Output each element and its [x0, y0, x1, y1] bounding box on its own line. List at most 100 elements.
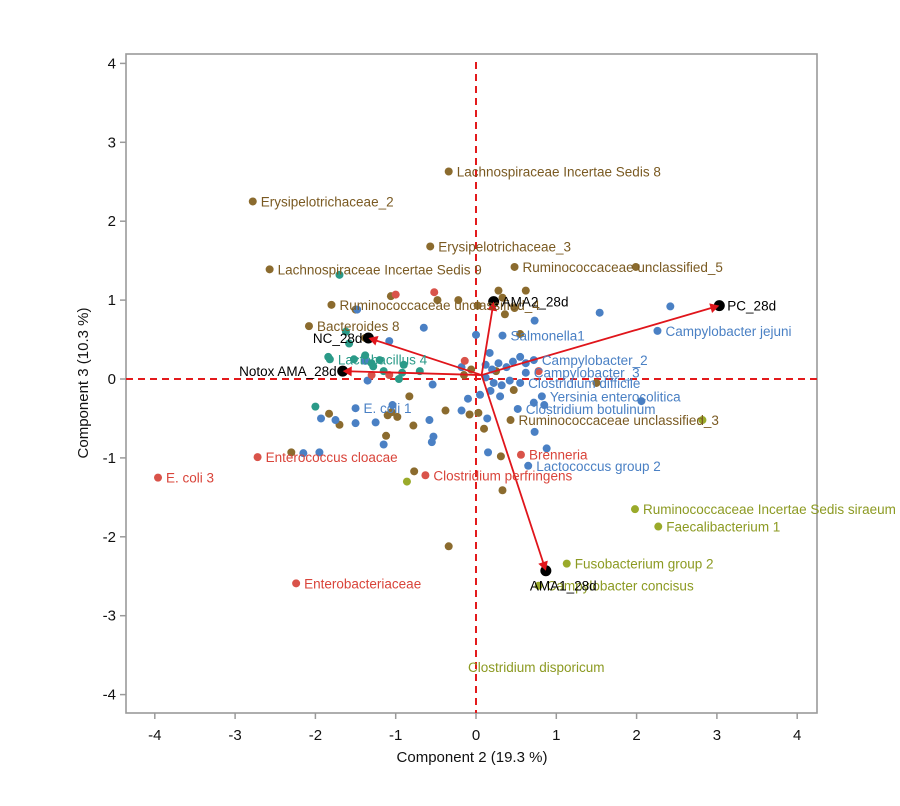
data-point: [419, 323, 428, 332]
data-point: [382, 431, 391, 440]
labeled-point: [653, 326, 662, 335]
data-point: [485, 348, 494, 357]
data-point: [500, 310, 509, 319]
y-tick-label: 3: [108, 134, 116, 151]
labeled-point: [292, 579, 301, 588]
data-point: [287, 448, 296, 457]
labeled-point: [248, 197, 257, 206]
point-label: Brenneria: [529, 448, 588, 463]
labeled-point: [444, 167, 453, 176]
y-tick-label: 4: [108, 55, 116, 72]
data-point: [393, 412, 402, 421]
data-point: [399, 360, 408, 369]
point-label: Ruminococcaceae unclassified_4: [339, 298, 540, 313]
data-point: [472, 330, 480, 339]
data-point: [428, 380, 437, 389]
data-point: [410, 467, 419, 476]
vector-arrow: [481, 304, 720, 376]
vector-label: NC_28d: [313, 331, 363, 346]
point-label: Campylobacter_3: [534, 366, 640, 381]
data-point: [496, 452, 505, 461]
data-point: [433, 296, 442, 305]
labeled-point: [421, 471, 430, 480]
labeled-point: [265, 265, 274, 274]
data-point: [496, 392, 505, 401]
x-axis: -4 -3 -2 -1 0 1 2 3 4: [148, 713, 801, 744]
data-point: [379, 440, 388, 449]
biplot-vectors: [337, 296, 725, 577]
x-tick-label: -3: [228, 727, 241, 744]
point-label: Erysipelotrichaceae_2: [261, 194, 394, 209]
y-tick-label: 0: [108, 371, 116, 388]
labeled-point: [510, 262, 519, 271]
reference-lines: [126, 62, 817, 713]
y-axis-title: Component 3 (10.3 %): [75, 308, 92, 459]
labeled-point: [304, 322, 313, 331]
point-label: Fusobacterium group 2: [575, 557, 714, 572]
data-point: [375, 356, 384, 365]
data-point: [498, 486, 507, 495]
data-point: [486, 386, 495, 395]
data-point: [540, 401, 549, 410]
x-tick-label: 3: [713, 727, 721, 744]
point-label: Campylobacter concisus: [547, 579, 694, 594]
point-label: Lactobacillus 4: [338, 352, 428, 367]
data-point: [405, 392, 414, 401]
vector-arrowhead: [487, 301, 498, 312]
data-point: [497, 381, 506, 390]
data-point: [530, 316, 539, 325]
x-tick-label: -4: [148, 727, 161, 744]
x-tick-label: 4: [793, 727, 801, 744]
data-point: [341, 327, 350, 336]
data-point: [409, 421, 418, 430]
labeled-point: [327, 300, 336, 309]
point-label: Ruminococcaceae unclassified_3: [519, 413, 719, 428]
x-tick-label: 2: [632, 727, 640, 744]
data-point: [521, 286, 530, 295]
data-point: [516, 330, 525, 339]
point-label: E. coli 3: [166, 471, 214, 486]
data-point: [353, 305, 362, 314]
labeled-point: [521, 368, 530, 377]
labeled-point: [513, 404, 522, 413]
x-axis-title: Component 2 (19.3 %): [397, 749, 548, 766]
x-tick-label: -2: [309, 727, 322, 744]
data-point: [454, 296, 463, 305]
data-point: [476, 390, 485, 399]
scatter-points: [154, 167, 707, 590]
data-point: [371, 418, 380, 427]
labeled-point: [426, 242, 435, 251]
data-point: [483, 414, 492, 423]
data-point: [463, 394, 472, 403]
point-label: Clostridium botulinum: [526, 402, 656, 417]
data-point: [460, 356, 469, 365]
vector-arrowhead: [538, 560, 548, 571]
x-tick-label: 0: [472, 727, 480, 744]
vector-arrowhead: [368, 336, 379, 346]
data-point: [394, 375, 403, 383]
labeled-point: [562, 559, 571, 568]
data-point: [698, 416, 707, 425]
y-tick-label: 1: [108, 292, 116, 309]
data-point: [494, 359, 503, 368]
y-tick-label: -2: [103, 529, 116, 546]
data-point: [465, 410, 474, 419]
vector-arrow: [342, 370, 482, 376]
labeled-point: [630, 505, 639, 514]
y-tick-label: 2: [108, 213, 116, 230]
y-tick-label: -1: [103, 450, 116, 467]
y-tick-label: -4: [103, 687, 116, 704]
point-label: Ruminococcaceae Incertae Sedis siraeum: [643, 502, 896, 517]
data-point: [311, 402, 320, 411]
data-point: [331, 416, 340, 425]
y-axis: -4 -3 -2 -1 0 1 2 3 4: [103, 55, 126, 704]
labeled-point: [516, 450, 525, 459]
labeled-point: [253, 453, 262, 462]
data-point: [457, 406, 466, 415]
data-point: [498, 293, 507, 302]
plot-frame: [125, 53, 818, 714]
data-point: [367, 371, 376, 380]
data-point: [363, 376, 372, 385]
point-labels: Lachnospiraceae Incertae Sedis 8 Erysipel…: [166, 164, 896, 674]
